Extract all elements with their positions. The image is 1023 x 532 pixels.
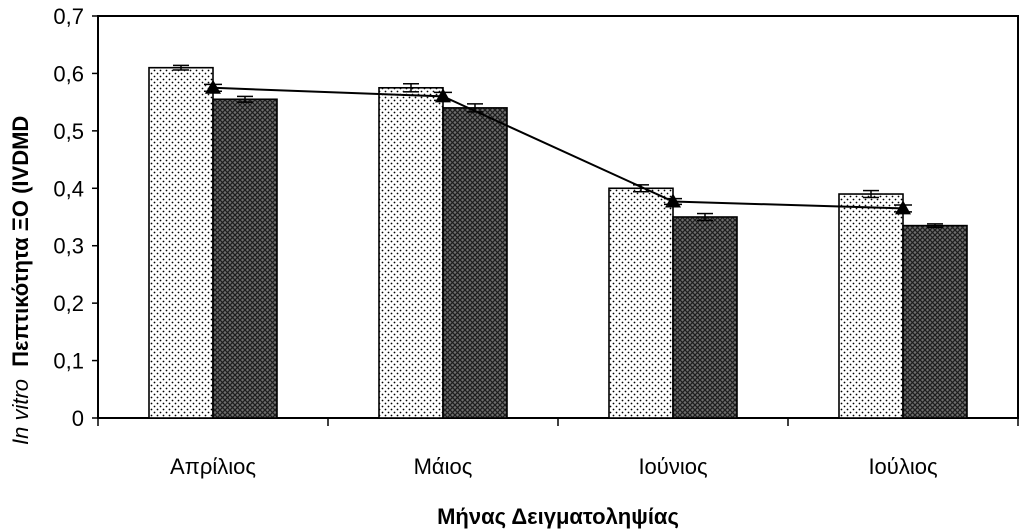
y-tick-label: 0,2: [53, 291, 84, 316]
bar-error-bar: [403, 83, 419, 93]
y-tick-label: 0,4: [53, 176, 84, 201]
bar-series2-3: [672, 216, 738, 419]
x-axis: Απρίλιος Μάιος Ιούνιος Ιούλιος: [97, 418, 1019, 479]
x-tick-label: Μάιος: [414, 454, 473, 479]
x-tick-label: Ιούνιος: [638, 454, 707, 479]
y-axis-title: In vitro Πεπτικότητα ΞΟ (IVDMD: [8, 116, 33, 445]
line-point-1: [205, 79, 221, 94]
bar-series1-3: [608, 187, 674, 419]
y-axis-title-main: Πεπτικότητα ΞΟ (IVDMD: [8, 116, 33, 367]
y-tick-label: 0: [72, 406, 84, 431]
bar-error-bar: [697, 212, 713, 222]
line-point-4: [895, 200, 911, 215]
bar-series1-4: [838, 193, 904, 419]
bar-error-bar: [927, 223, 943, 229]
line-series: [204, 79, 912, 215]
y-tick-label: 0,7: [53, 4, 84, 29]
line-path: [212, 86, 904, 210]
bar-series1-1: [148, 66, 214, 419]
x-tick-label: Ιούλιος: [868, 454, 937, 479]
bar-series2-2: [442, 107, 508, 419]
y-tick-label: 0,1: [53, 349, 84, 374]
y-tick-label: 0,5: [53, 119, 84, 144]
bar-series2-4: [902, 224, 968, 419]
x-tick-label: Απρίλιος: [170, 454, 256, 479]
x-axis-title: Μήνας Δειγματοληψίας: [437, 504, 679, 529]
bar-error-bar: [173, 64, 189, 71]
bar-series2-1: [212, 98, 278, 419]
line-point-3: [665, 193, 681, 208]
y-tick-label: 0,3: [53, 234, 84, 259]
bar-error-bar: [863, 189, 879, 199]
bars: [148, 64, 968, 419]
bar-series1-2: [378, 86, 444, 419]
y-tick-label: 0,6: [53, 61, 84, 86]
bar-error-bar: [237, 95, 253, 103]
y-axis: 0 0,1 0,2 0,3 0,4 0,5 0,6 0,7: [53, 4, 98, 431]
line-point-2: [435, 88, 451, 103]
y-axis-title-prefix: In vitro: [8, 379, 33, 445]
